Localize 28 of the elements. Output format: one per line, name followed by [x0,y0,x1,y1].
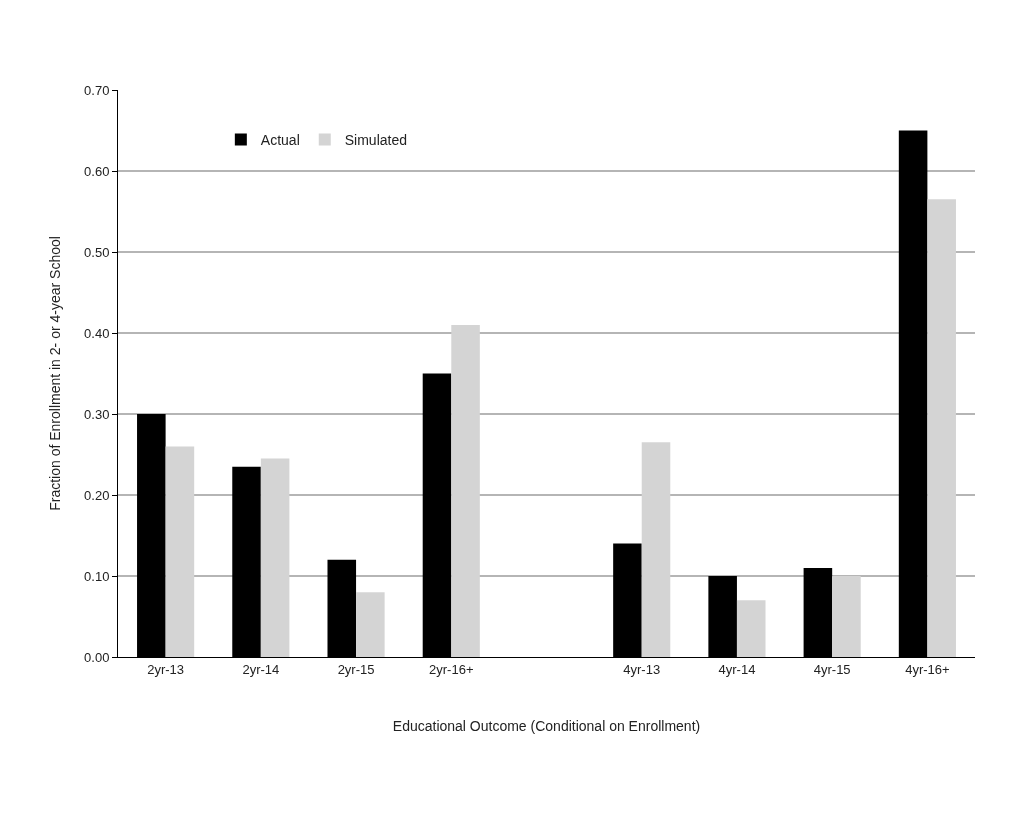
y-tick-label: 0.20 [84,487,110,503]
x-tick-label: 2yr-13 [147,661,185,677]
x-tick-label: 2yr-16+ [429,661,474,677]
bar [260,458,290,657]
y-tick-label: 0.50 [84,244,110,260]
x-tick-label: 2yr-15 [337,661,375,677]
legend-label: Actual [260,132,300,149]
legend-label: Simulated [344,132,408,149]
x-tick-label: 4yr-16+ [905,661,950,677]
x-tick-label: 4yr-14 [718,661,756,677]
y-tick-label: 0.60 [84,163,110,179]
x-tick-label: 2yr-14 [242,661,280,677]
bar [736,600,766,657]
y-tick-label: 0.00 [84,649,110,665]
bar [451,324,480,657]
bar [165,446,195,657]
bar [832,576,861,657]
y-tick-label: 0.70 [84,82,110,98]
bar [641,442,671,657]
x-axis-title: Educational Outcome (Conditional on Enrollment) [392,717,701,734]
x-tick-label: 4yr-15 [813,661,851,677]
y-tick-label: 0.30 [84,406,110,422]
y-axis-title: Fraction of Enrollment in 2- or 4-year School [46,236,63,511]
y-tick-label: 0.40 [84,325,110,341]
y-tick-label: 0.10 [84,568,110,584]
bar [927,199,956,657]
bar [356,592,385,657]
x-tick-label: 4yr-13 [623,661,661,677]
